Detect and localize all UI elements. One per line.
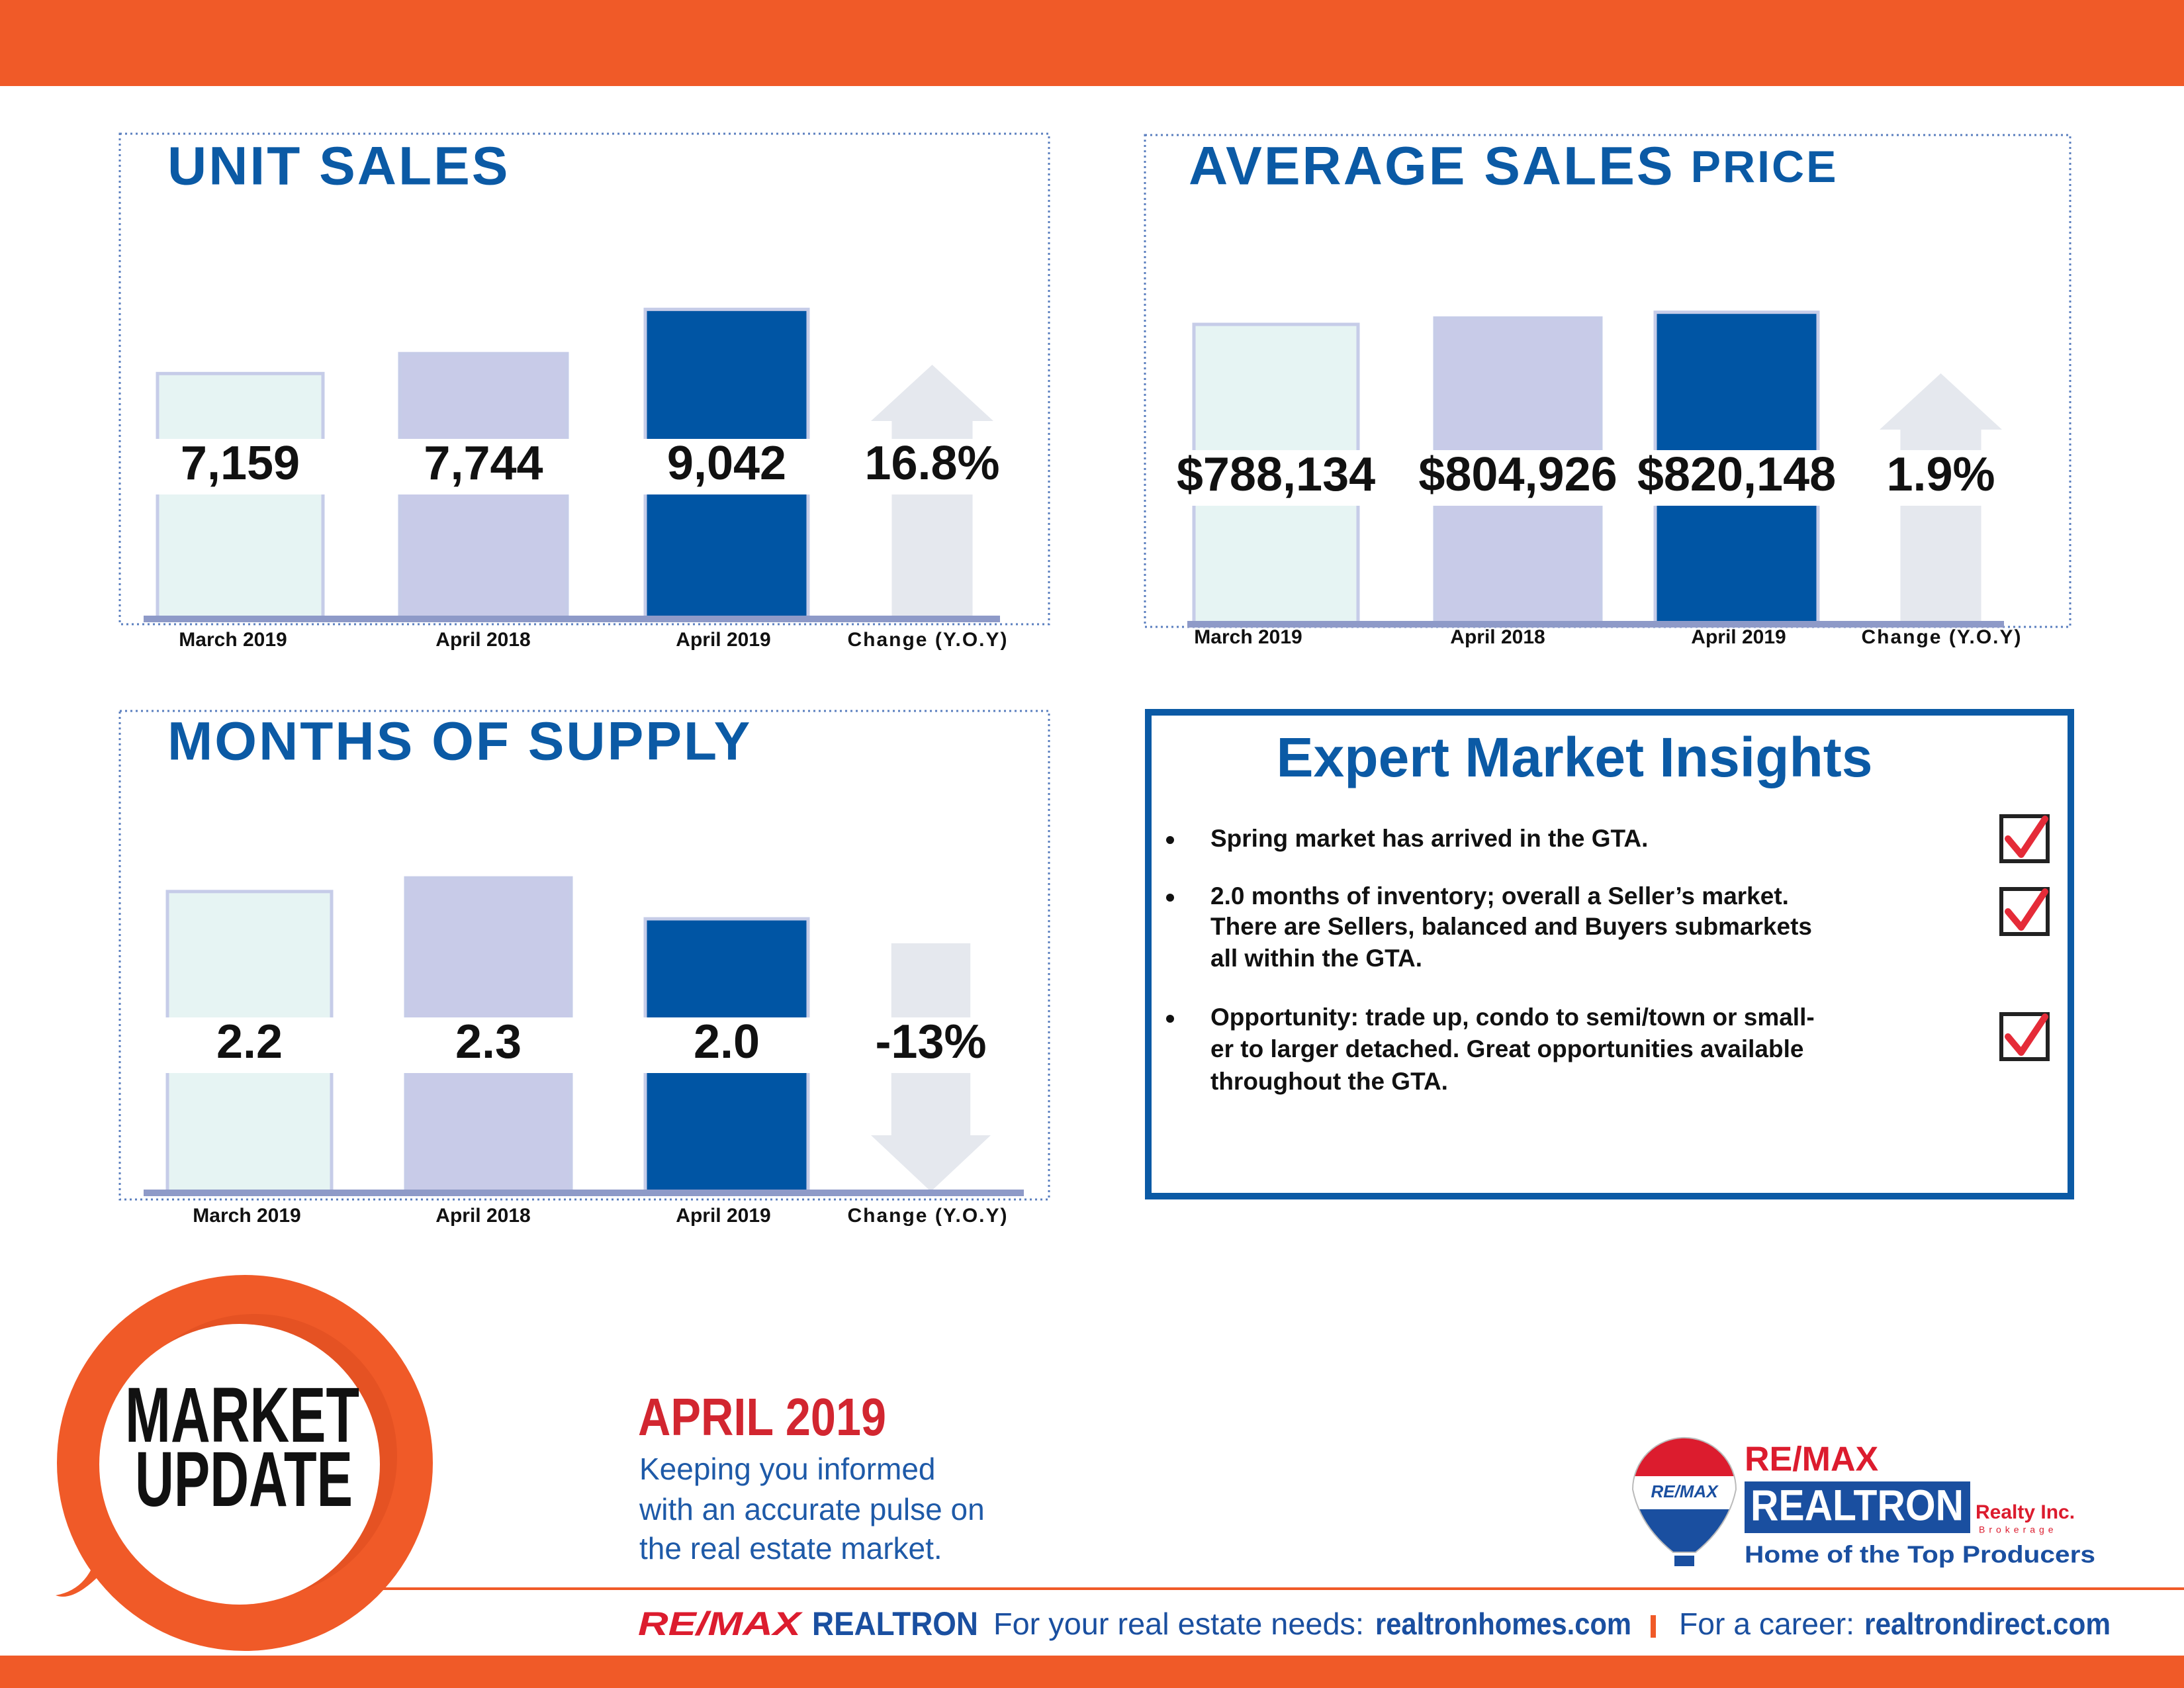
change-label: 16.8%: [864, 437, 999, 490]
badge-center: [99, 1324, 380, 1605]
edition-line: with an accurate pulse on: [639, 1492, 985, 1526]
change-label: 1.9%: [1886, 448, 1995, 501]
insight-line: 2.0 months of inventory; overall a Selle…: [1210, 882, 1789, 910]
x-tick-label: April 2018: [435, 629, 530, 651]
edition-title: APRIL 2019: [638, 1387, 886, 1446]
insights-title: Expert Market Insights: [1277, 726, 1873, 788]
label-band: [162, 1017, 996, 1073]
logo-tagline: Home of the Top Producers: [1745, 1541, 2095, 1568]
logo-name: REALTRON: [1751, 1480, 1964, 1529]
badge-line: MARKET: [125, 1372, 359, 1459]
footer-link: realtronhomes.com: [1375, 1607, 1631, 1641]
bullet: [1166, 836, 1174, 844]
value-label: 2.2: [216, 1015, 283, 1068]
value-label: 7,744: [424, 437, 543, 490]
badge-tail: [56, 1542, 99, 1597]
bullet: [1166, 1015, 1174, 1023]
value-label: 2.3: [455, 1015, 522, 1068]
change-label: -13%: [875, 1015, 986, 1068]
x-tick-label: Change (Y.O.Y): [1861, 626, 2022, 648]
chart-title: AVERAGE SALES PRICE: [1189, 136, 1838, 197]
edition-line: the real estate market.: [639, 1531, 942, 1566]
bottom-band: [0, 1656, 2184, 1688]
logo-brokerage: Brokerage: [1979, 1524, 2058, 1535]
x-tick-label: April 2018: [435, 1205, 530, 1227]
insight-line: all within the GTA.: [1210, 945, 1422, 972]
checkmark: [2005, 816, 2048, 858]
label-band: [1189, 450, 2007, 506]
footer-text: For your real estate needs:: [993, 1607, 1364, 1641]
x-tick-label: April 2019: [676, 629, 770, 651]
x-tick-label: Change (Y.O.Y): [847, 1205, 1008, 1227]
value-label: $804,926: [1418, 448, 1617, 501]
footer-link: realtrondirect.com: [1864, 1607, 2111, 1641]
insight-line: er to larger detached. Great opportuniti…: [1210, 1035, 1803, 1062]
value-label: 7,159: [181, 437, 300, 490]
value-label: $788,134: [1177, 448, 1375, 501]
insight-line: There are Sellers, balanced and Buyers s…: [1210, 913, 1812, 940]
insight-line: Spring market has arrived in the GTA.: [1210, 825, 1648, 852]
footer-separator: [1651, 1615, 1656, 1638]
value-label: 2.0: [694, 1015, 760, 1068]
logo-name-box: [1745, 1481, 1970, 1533]
chart-title: UNIT SALES: [167, 136, 510, 197]
balloon-text: RE/MAX: [1651, 1481, 1719, 1501]
logo-realty: Realty Inc.: [1976, 1501, 2075, 1523]
balloon-basket: [1674, 1556, 1694, 1566]
badge-line: UPDATE: [135, 1436, 353, 1523]
footer-brand: REALTRON: [812, 1605, 978, 1642]
value-label: $820,148: [1637, 448, 1836, 501]
edition-line: Keeping you informed: [639, 1452, 936, 1486]
bullet: [1166, 894, 1174, 902]
footer-brand: RE/MAX: [638, 1605, 803, 1642]
x-tick-label: April 2019: [1691, 626, 1786, 648]
chart-title: MONTHS OF SUPPLY: [167, 712, 752, 772]
insights-box: [1145, 709, 2074, 1199]
x-tick-label: April 2018: [1450, 626, 1545, 648]
chart-title-small: PRICE: [1691, 142, 1839, 192]
insight-line: Opportunity: trade up, condo to semi/tow…: [1210, 1004, 1815, 1031]
label-band: [152, 439, 999, 494]
checkmark: [2005, 1013, 2048, 1056]
logo-brand: RE/MAX: [1745, 1440, 1879, 1479]
badge: MARKET UPDATE: [56, 1275, 433, 1651]
x-tick-label: April 2019: [676, 1205, 770, 1227]
bar: [156, 371, 325, 620]
top-band: [0, 0, 2184, 86]
footer-text: For a career:: [1679, 1607, 1854, 1641]
checkmark: [2005, 888, 2048, 931]
x-tick-label: March 2019: [193, 1205, 300, 1227]
x-tick-label: March 2019: [179, 629, 287, 651]
balloon-outline: [1631, 1437, 1737, 1553]
x-tick-label: Change (Y.O.Y): [847, 629, 1008, 651]
logo: RE/MAX RE/MAX REALTRON Realty Inc. Broke…: [1631, 1437, 2095, 1568]
panel-border: [118, 710, 1050, 1201]
x-tick-label: March 2019: [1194, 626, 1302, 648]
value-label: 9,042: [667, 437, 786, 490]
insight-line: throughout the GTA.: [1210, 1068, 1448, 1095]
